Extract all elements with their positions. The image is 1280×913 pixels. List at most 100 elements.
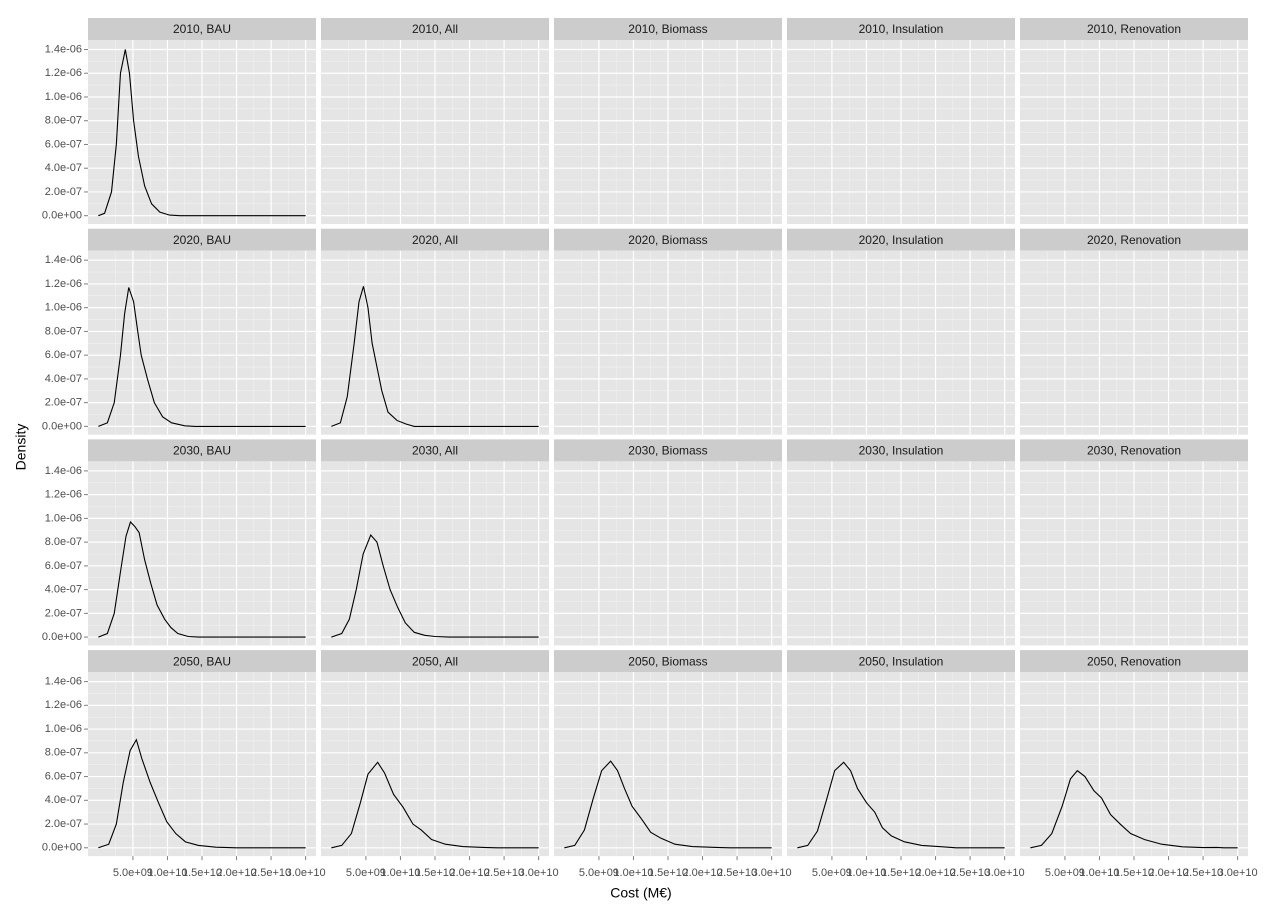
y-tick-label: 0.0e+00	[42, 210, 82, 222]
y-tick-label: 1.4e-06	[45, 676, 82, 688]
strip	[1020, 228, 1248, 251]
strip-title: 2050, BAU	[173, 654, 231, 668]
x-tick-label: 5.0e+09	[346, 867, 386, 879]
x-axis-title: Cost (M€)	[610, 885, 671, 901]
strip-title: 2010, BAU	[173, 22, 231, 36]
x-tick-label: 1.0e+10	[846, 867, 886, 879]
density-line	[1030, 769, 1238, 849]
x-tick-label: 2.5e+10	[717, 867, 757, 879]
x-tick-label: 1.0e+10	[613, 867, 653, 879]
x-tick-label: 2.0e+10	[916, 867, 956, 879]
x-tick-label: 1.0e+10	[1079, 867, 1119, 879]
x-tick-label: 5.0e+09	[579, 867, 619, 879]
y-tick-label: 6.0e-07	[45, 349, 82, 361]
y-tick-label: 1.2e-06	[45, 489, 82, 501]
x-tick-label: 5.0e+09	[1045, 867, 1085, 879]
x-tick-label: 1.5e+10	[881, 867, 921, 879]
strip	[321, 439, 549, 462]
y-tick-label: 1.2e-06	[45, 278, 82, 290]
strip-title: 2010, All	[412, 22, 458, 36]
strip-title: 2010, Biomass	[628, 22, 707, 36]
density-line	[98, 287, 306, 427]
x-tick-label: 2.5e+10	[484, 867, 524, 879]
x-tick-label: 2.0e+10	[450, 867, 490, 879]
y-tick-label: 6.0e-07	[45, 770, 82, 782]
strip	[787, 439, 1015, 462]
y-tick-label: 6.0e-07	[45, 138, 82, 150]
y-tick-label: 1.4e-06	[45, 465, 82, 477]
y-tick-label: 1.0e-06	[45, 512, 82, 524]
density-line	[564, 760, 772, 849]
strip-title: 2050, All	[412, 654, 458, 668]
strip	[554, 228, 782, 251]
strip	[787, 18, 1015, 40]
y-tick-label: 4.0e-07	[45, 794, 82, 806]
y-tick-label: 1.0e-06	[45, 302, 82, 314]
strip	[554, 18, 782, 40]
density-line	[331, 533, 539, 638]
x-tick-label: 3.0e+10	[519, 867, 559, 879]
strip-title: 2010, Insulation	[859, 22, 944, 36]
x-tick-label: 1.0e+10	[147, 867, 187, 879]
strip-title: 2010, Renovation	[1087, 22, 1181, 36]
strip	[554, 439, 782, 462]
y-tick-label: 1.0e-06	[45, 723, 82, 735]
strip	[1020, 650, 1248, 673]
y-axis-title: Density	[13, 424, 29, 471]
y-tick-label: 1.4e-06	[45, 254, 82, 266]
strip-title: 2020, Insulation	[859, 233, 944, 247]
x-tick-label: 2.0e+10	[1149, 867, 1189, 879]
strip-title: 2020, Renovation	[1087, 233, 1181, 247]
y-tick-label: 2.0e-07	[45, 607, 82, 619]
strip	[88, 650, 316, 673]
y-tick-label: 0.0e+00	[42, 842, 82, 854]
y-tick-label: 8.0e-07	[45, 325, 82, 337]
strip-title: 2030, All	[412, 444, 458, 458]
strip-title: 2030, Biomass	[628, 444, 707, 458]
strip-title: 2020, All	[412, 233, 458, 247]
x-tick-label: 2.5e+10	[251, 867, 291, 879]
x-tick-label: 3.0e+10	[1218, 867, 1258, 879]
strip	[88, 439, 316, 462]
x-tick-label: 1.0e+10	[380, 867, 420, 879]
y-tick-label: 0.0e+00	[42, 631, 82, 643]
strip-title: 2050, Renovation	[1087, 654, 1181, 668]
y-tick-label: 1.2e-06	[45, 699, 82, 711]
strip-title: 2020, Biomass	[628, 233, 707, 247]
strip	[321, 650, 549, 673]
y-tick-label: 0.0e+00	[42, 420, 82, 432]
y-tick-label: 2.0e-07	[45, 397, 82, 409]
x-tick-label: 1.5e+10	[415, 867, 455, 879]
strip-title: 2050, Insulation	[859, 654, 944, 668]
strip	[1020, 439, 1248, 462]
density-line	[331, 761, 539, 849]
y-tick-label: 6.0e-07	[45, 560, 82, 572]
strip	[554, 650, 782, 673]
density-line	[98, 738, 306, 849]
strip-title: 2030, Insulation	[859, 444, 944, 458]
y-tick-label: 1.0e-06	[45, 91, 82, 103]
density-line	[98, 49, 306, 217]
y-tick-label: 1.2e-06	[45, 67, 82, 79]
x-tick-label: 2.0e+10	[683, 867, 723, 879]
strip	[321, 228, 549, 251]
strip-title: 2030, BAU	[173, 444, 231, 458]
strip	[787, 228, 1015, 251]
x-tick-label: 1.5e+10	[182, 867, 222, 879]
x-tick-label: 2.5e+10	[950, 867, 990, 879]
x-tick-label: 2.0e+10	[217, 867, 257, 879]
y-tick-label: 1.4e-06	[45, 43, 82, 55]
x-tick-label: 3.0e+10	[286, 867, 326, 879]
y-tick-label: 8.0e-07	[45, 115, 82, 127]
x-tick-label: 1.5e+10	[1114, 867, 1154, 879]
strip	[88, 228, 316, 251]
y-tick-label: 2.0e-07	[45, 186, 82, 198]
density-line	[331, 286, 539, 427]
strip	[1020, 18, 1248, 40]
y-tick-label: 4.0e-07	[45, 162, 82, 174]
x-tick-label: 5.0e+09	[812, 867, 852, 879]
density-line	[797, 761, 1005, 849]
strip-title: 2050, Biomass	[628, 654, 707, 668]
y-tick-label: 4.0e-07	[45, 373, 82, 385]
